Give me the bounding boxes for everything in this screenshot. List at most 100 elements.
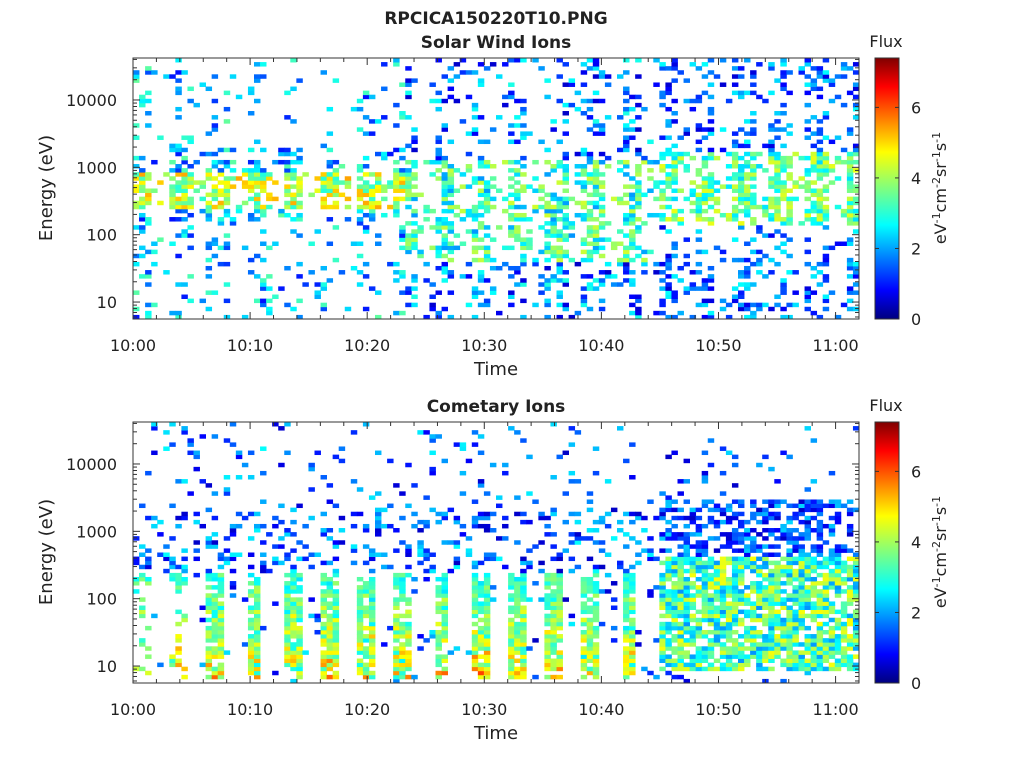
heatmap-cell	[538, 139, 545, 145]
heatmap-cell	[780, 164, 787, 169]
heatmap-cell	[623, 164, 630, 169]
heatmap-cell	[586, 629, 594, 635]
heatmap-cell	[738, 662, 745, 668]
heatmap-cell	[816, 221, 824, 226]
heatmap-cell	[145, 98, 152, 104]
heatmap-cell	[780, 523, 787, 529]
heatmap-cell	[695, 237, 703, 242]
heatmap-cell	[278, 462, 285, 468]
heatmap-cell	[284, 164, 291, 169]
heatmap-cell	[786, 536, 793, 541]
heatmap-cell	[477, 180, 485, 185]
heatmap-cell	[405, 82, 412, 87]
heatmap-cell	[852, 188, 860, 193]
heatmap-cell	[852, 106, 860, 112]
heatmap-cell	[659, 646, 666, 651]
heatmap-cell	[707, 650, 715, 655]
heatmap-cell	[405, 184, 412, 189]
heatmap-cell	[169, 503, 176, 509]
heatmap-cell	[713, 560, 721, 566]
colorbar-title-cometary: Flux	[869, 396, 902, 415]
heatmap-cell	[229, 168, 237, 173]
heatmap-cell	[780, 155, 787, 161]
heatmap-cell	[502, 245, 509, 251]
heatmap-cell	[719, 666, 727, 672]
heatmap-cell	[719, 446, 727, 451]
heatmap-cell	[719, 560, 727, 566]
heatmap-cell	[483, 159, 491, 165]
heatmap-cell	[774, 111, 781, 116]
heatmap-cell	[550, 208, 557, 214]
heatmap-cell	[181, 135, 188, 140]
heatmap-cell	[659, 94, 666, 100]
heatmap-cell	[623, 634, 630, 639]
heatmap-cell	[780, 568, 787, 574]
heatmap-cell	[483, 605, 491, 610]
heatmap-cell	[744, 151, 751, 157]
heatmap-cell	[738, 572, 745, 578]
heatmap-cell	[768, 499, 775, 504]
heatmap-cell	[592, 217, 600, 222]
heatmap-cell	[411, 164, 418, 169]
heatmap-cell	[205, 617, 213, 623]
heatmap-cell	[822, 523, 830, 529]
heatmap-cell	[247, 217, 255, 222]
heatmap-cell	[435, 159, 442, 165]
heatmap-cell	[314, 552, 321, 557]
heatmap-cell	[520, 212, 527, 218]
heatmap-cell	[731, 90, 739, 96]
heatmap-cell	[247, 172, 255, 177]
heatmap-cell	[483, 511, 491, 517]
heatmap-cell	[326, 585, 334, 590]
heatmap-cell	[211, 196, 219, 202]
heatmap-cell	[278, 212, 285, 218]
heatmap-cell	[520, 638, 527, 643]
heatmap-cell	[780, 625, 787, 631]
heatmap-cell	[217, 613, 225, 619]
heatmap-cell	[356, 106, 364, 112]
heatmap-cell	[520, 589, 527, 594]
heatmap-cell	[738, 581, 745, 586]
heatmap-cell	[816, 625, 824, 631]
heatmap-cell	[326, 241, 334, 246]
heatmap-cell	[508, 58, 515, 63]
heatmap-cell	[375, 523, 382, 529]
heatmap-cell	[314, 290, 321, 295]
heatmap-cell	[320, 200, 327, 206]
heatmap-cell	[453, 188, 461, 193]
heatmap-cell	[810, 164, 818, 169]
heatmap-cell	[320, 642, 327, 647]
heatmap-cell	[731, 212, 739, 218]
heatmap-cell	[211, 674, 219, 680]
heatmap-cell	[187, 164, 194, 169]
heatmap-cell	[429, 564, 436, 570]
heatmap-cell	[586, 528, 594, 533]
heatmap-cell	[804, 286, 811, 291]
heatmap-cell	[738, 658, 745, 664]
heatmap-cell	[151, 523, 158, 529]
heatmap-cell	[701, 629, 709, 635]
heatmap-cell	[701, 548, 709, 553]
heatmap-cell	[834, 621, 842, 627]
heatmap-cell	[562, 249, 569, 255]
heatmap-cell	[683, 638, 690, 643]
heatmap-cell	[568, 568, 576, 574]
heatmap-cell	[477, 642, 485, 647]
heatmap-cell	[453, 646, 461, 651]
heatmap-cell	[792, 528, 799, 533]
heatmap-cell	[695, 625, 703, 631]
heatmap-cell	[725, 560, 733, 566]
heatmap-cell	[290, 629, 297, 635]
heatmap-cell	[429, 282, 436, 287]
heatmap-cell	[514, 581, 521, 586]
heatmap-cell	[344, 180, 352, 185]
heatmap-cell	[441, 245, 448, 251]
heatmap-cell	[399, 115, 406, 120]
heatmap-cell	[157, 200, 164, 206]
heatmap-cell	[744, 184, 751, 189]
heatmap-cell	[193, 540, 200, 545]
heatmap-cell	[441, 233, 448, 238]
heatmap-cell	[308, 613, 315, 619]
heatmap-cell	[181, 430, 188, 435]
heatmap-cell	[750, 82, 757, 87]
